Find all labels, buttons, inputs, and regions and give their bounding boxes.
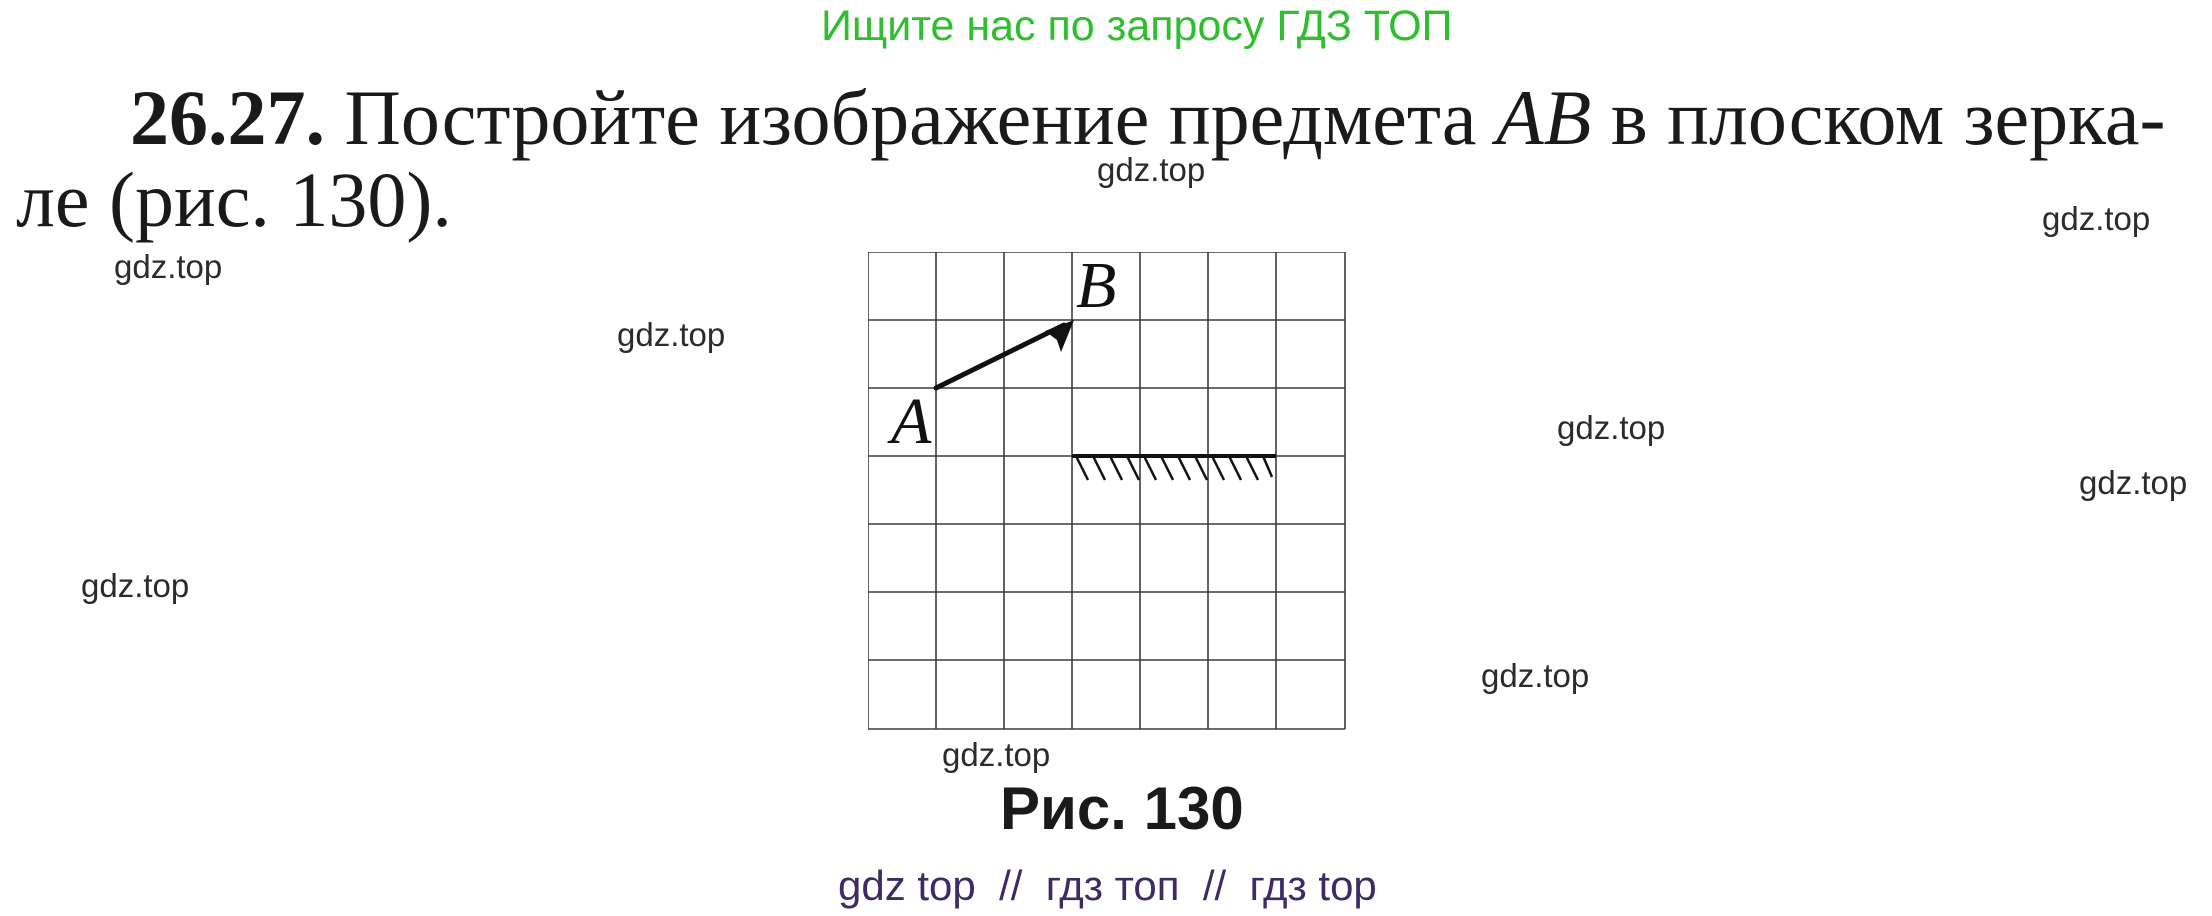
svg-text:B: B — [1076, 252, 1116, 322]
svg-text:A: A — [887, 385, 932, 458]
